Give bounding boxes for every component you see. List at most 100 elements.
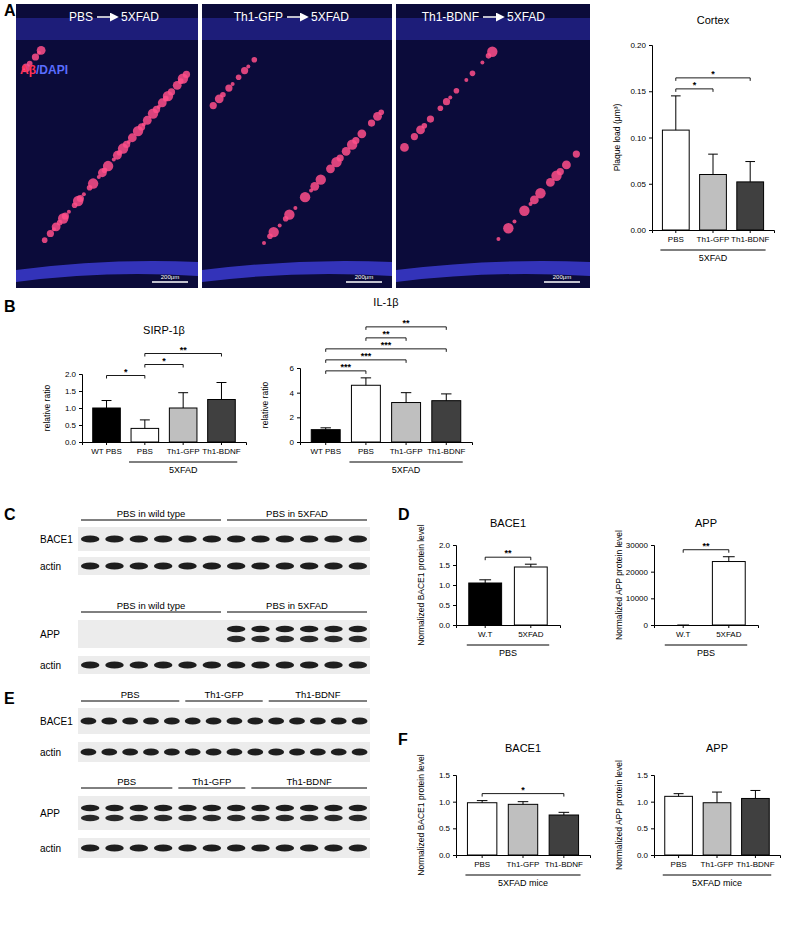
y-axis-title: relative ratio [260, 382, 270, 429]
plaque [133, 126, 143, 136]
tick-label: 0 [644, 621, 649, 630]
blot-band [352, 748, 368, 755]
tick-label: 1.0 [637, 798, 649, 807]
tick-mark [485, 625, 486, 628]
error-bar [217, 383, 227, 400]
x-axis: W.T5XFAD [655, 625, 759, 639]
group-label: PBS [697, 648, 715, 658]
significance-label: *** [361, 351, 372, 361]
tick-mark [678, 855, 679, 858]
plaque [157, 105, 161, 109]
plaque [416, 126, 425, 135]
group-label: PBS in 5XFAD [266, 600, 328, 611]
blot-band [206, 717, 222, 724]
x-axis: WT PBSPBSTh1-GFPTh1-BDNF [301, 442, 473, 456]
blot-band [251, 562, 269, 569]
plaque [512, 220, 516, 224]
tick-label: Th1-GFP [167, 447, 200, 456]
blot-background [78, 742, 370, 762]
tick: 30000 [626, 541, 654, 550]
blot-band [300, 815, 318, 821]
background [0, 0, 790, 934]
blot-band [276, 636, 294, 642]
plaque [112, 157, 116, 161]
blot-band [81, 535, 99, 542]
blot-band [154, 844, 172, 851]
significance-label: * [124, 367, 128, 377]
tick-label: 0.00 [630, 226, 646, 235]
scale-bar-label: 200μm [355, 274, 373, 280]
group-line [227, 520, 367, 521]
blot-band [81, 562, 99, 569]
tick-mark [750, 230, 751, 233]
plaque [236, 74, 242, 80]
error-cap [745, 161, 755, 162]
tick-label: Th1-GFP [701, 860, 734, 869]
blot-band [154, 535, 172, 542]
bar [169, 408, 197, 442]
plaque [252, 57, 258, 63]
error-cap [559, 812, 570, 813]
error-line [144, 420, 145, 429]
tick: PBS [137, 442, 153, 456]
plaque [293, 206, 297, 210]
tick-label: 5XFAD [518, 630, 544, 639]
tick-label: Th1-GFP [507, 860, 540, 869]
group-label: 5XFAD [392, 465, 421, 475]
bar [392, 403, 421, 442]
blot-band [227, 717, 243, 724]
error-bar [750, 790, 760, 798]
plaque [373, 112, 382, 121]
blot-band [300, 636, 318, 642]
blot-band [164, 717, 180, 724]
group-label: Th1-BDNF [286, 776, 332, 787]
blot-band [105, 844, 123, 851]
bar [514, 567, 547, 625]
plaque [210, 102, 217, 109]
blot-band [251, 535, 269, 542]
error-line [446, 394, 447, 401]
blot-band [81, 815, 99, 821]
stain-label: Aβ/DAPI [20, 63, 68, 77]
plaque [278, 223, 282, 227]
tick: 1.0 [439, 798, 456, 807]
bar [737, 182, 764, 230]
plaque [42, 237, 48, 243]
blot-band [122, 717, 138, 724]
micrograph: PBS5XFAD200μm [16, 4, 198, 288]
tick-mark [297, 442, 300, 443]
tick-label: W.T [478, 630, 492, 639]
blot-band [310, 748, 326, 755]
image-title: 5XFAD [507, 10, 545, 24]
blot-band [300, 844, 318, 851]
blot-band [178, 844, 196, 851]
tick: 0.5 [439, 824, 456, 833]
stain-label: /DAPI [36, 63, 68, 77]
axis-line [83, 443, 247, 446]
blot-band [251, 805, 269, 811]
tick: 6 [290, 364, 300, 373]
dapi-layer [202, 18, 392, 40]
stain-label: Aβ [20, 63, 36, 77]
error-bar [671, 96, 681, 130]
y-axis: 0.000.050.100.150.20 [630, 41, 652, 235]
tick-mark [651, 625, 654, 626]
plaque [519, 206, 529, 216]
blot-band [130, 661, 148, 668]
bar [467, 803, 496, 855]
tick: 0.0 [439, 851, 456, 860]
blot-band [227, 626, 245, 632]
bar-chart: 0100002000030000W.T5XFADAPPNormalized AP… [614, 517, 759, 658]
blot-band [349, 805, 367, 811]
plaque [267, 233, 273, 239]
blot-band [101, 717, 117, 724]
blot-band [324, 844, 342, 851]
plaque [77, 195, 84, 202]
scale-bar [346, 281, 382, 283]
plaque [331, 157, 341, 167]
tick-mark [649, 138, 652, 139]
chart-title: Cortex [697, 14, 730, 26]
blot-band [251, 815, 269, 821]
tick-label: Th1-BDNF [427, 447, 465, 456]
error-cap [518, 801, 529, 802]
